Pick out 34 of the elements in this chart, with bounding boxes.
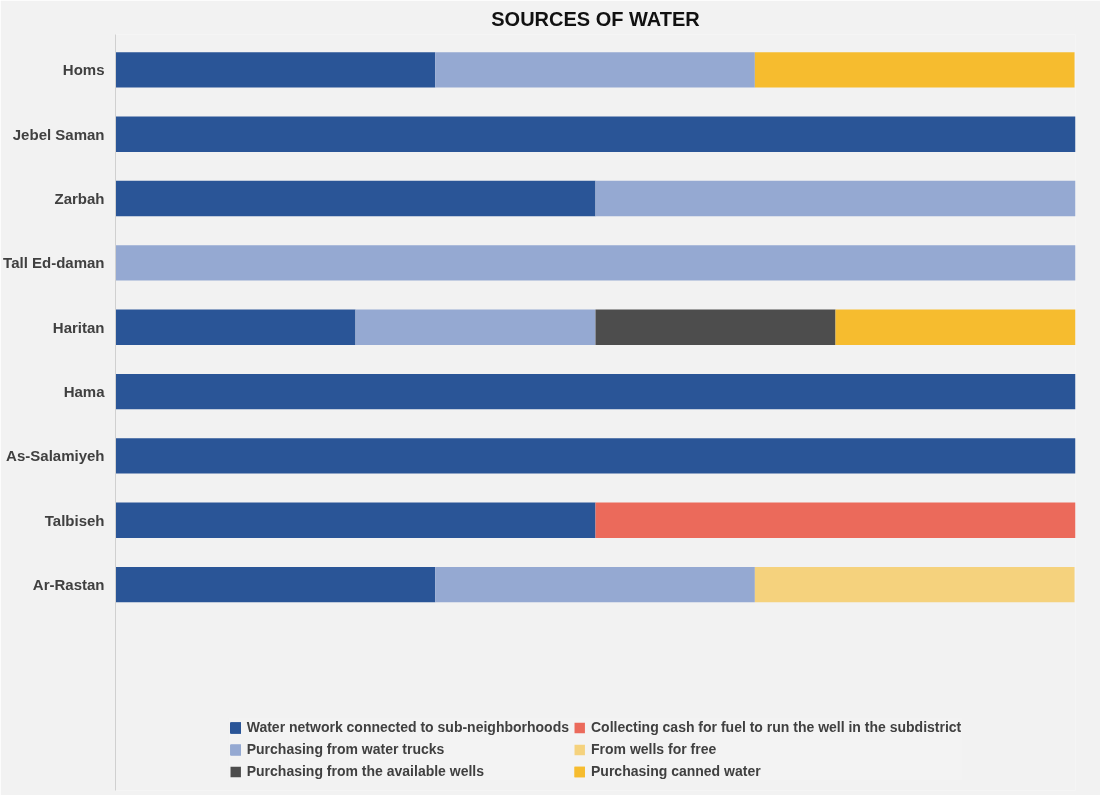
- legend-label: Purchasing from the available wells: [246, 762, 485, 780]
- bar: [115, 566, 436, 603]
- bar: [115, 116, 1076, 152]
- bar: [435, 566, 755, 603]
- bar: [754, 52, 1075, 88]
- legend-label: Purchasing from water trucks: [246, 740, 445, 758]
- y-tick-label: Tall Ed-daman: [3, 254, 105, 272]
- bar: [595, 502, 1076, 538]
- bar: [835, 309, 1076, 345]
- bar: [115, 52, 436, 88]
- bar: [595, 309, 836, 345]
- bar: [115, 309, 356, 345]
- y-tick-label: Haritan: [52, 318, 105, 336]
- bar: [754, 566, 1075, 603]
- bar: [435, 52, 755, 88]
- y-tick-label: Jebel Saman: [12, 125, 105, 143]
- bar: [115, 502, 596, 538]
- legend-label: Collecting cash for fuel to run the well in the subdistrict: [591, 718, 962, 736]
- bar: [115, 373, 1076, 410]
- y-tick-label: Zarbah: [54, 190, 105, 208]
- bar: [115, 245, 1076, 281]
- legend-label: Purchasing canned water: [591, 762, 761, 780]
- bar: [115, 180, 596, 217]
- y-tick-label: Hama: [63, 383, 106, 401]
- legend-label: From wells for free: [591, 740, 717, 758]
- y-tick-label: Talbiseh: [44, 511, 105, 529]
- bar: [355, 309, 596, 345]
- y-tick-label: Ar-Rastan: [32, 576, 105, 594]
- legend-label: Water network connected to sub-neighborhoods: [246, 718, 570, 736]
- bar: [115, 438, 1076, 474]
- chart-title: SOURCES OF WATER: [491, 7, 701, 30]
- bar: [595, 180, 1076, 217]
- y-tick-label: As-Salamiyeh: [6, 447, 105, 465]
- y-tick-label: Homs: [62, 61, 105, 79]
